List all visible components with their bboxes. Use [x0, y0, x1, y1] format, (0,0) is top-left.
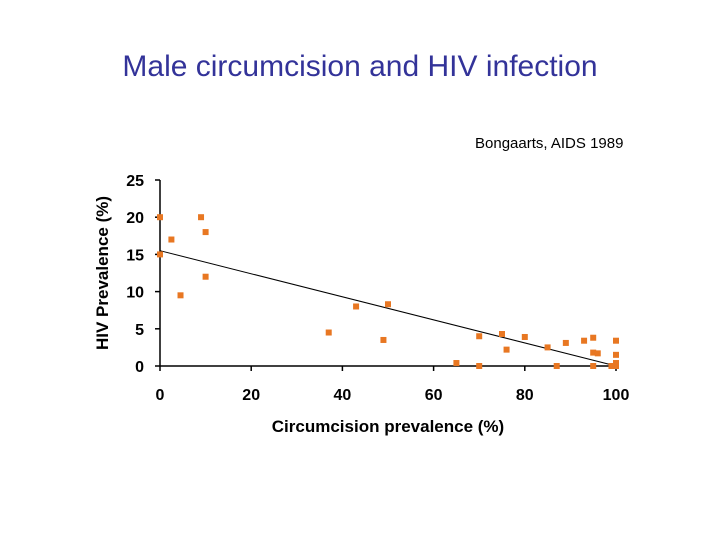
data-point	[157, 214, 163, 221]
data-point	[353, 303, 360, 310]
data-point	[590, 349, 597, 356]
data-point	[198, 214, 205, 221]
trendline	[159, 250, 617, 367]
citation: Bongaarts, AIDS 1989	[475, 135, 624, 152]
x-tick-label: 20	[242, 387, 260, 404]
data-point	[168, 236, 175, 243]
y-axis-label: HIV Prevalence (%)	[93, 196, 112, 350]
data-point	[177, 292, 184, 299]
data-point	[521, 333, 528, 340]
x-ticks: 0 20 40 60 80 100	[156, 366, 630, 404]
chart-axes	[159, 180, 616, 367]
x-axis-label: Circumcision prevalence (%)	[272, 417, 504, 436]
x-tick-label: 0	[156, 387, 165, 404]
x-tick-label: 80	[516, 387, 534, 404]
data-point	[590, 334, 597, 341]
x-tick-label: 40	[334, 387, 352, 404]
x-tick-label: 60	[425, 387, 443, 404]
data-point	[613, 351, 619, 358]
y-tick-label: 25	[126, 173, 144, 190]
data-point	[544, 344, 551, 351]
data-point	[613, 363, 619, 369]
data-point	[590, 363, 597, 369]
data-point	[380, 336, 387, 343]
x-tick-label: 100	[603, 387, 630, 404]
y-tick-label: 5	[135, 322, 144, 339]
data-point	[476, 363, 483, 369]
data-point	[476, 333, 483, 340]
y-tick-label: 0	[135, 359, 144, 376]
data-point	[385, 301, 391, 308]
data-point	[613, 337, 619, 344]
data-point	[608, 363, 615, 369]
data-point	[157, 251, 163, 258]
data-point	[503, 346, 510, 353]
data-point	[453, 360, 460, 367]
y-tick-label: 20	[126, 210, 144, 227]
data-point	[553, 363, 560, 369]
data-points	[157, 214, 619, 369]
data-point	[202, 273, 209, 280]
data-point	[562, 339, 569, 346]
y-tick-label: 15	[126, 247, 144, 264]
data-point	[499, 331, 505, 338]
slide-title: Male circumcision and HIV infection	[122, 50, 598, 83]
y-tick-label: 10	[126, 285, 144, 302]
data-point	[202, 229, 209, 236]
data-point	[325, 329, 332, 336]
y-ticks: 0 5 10 15 20 25	[126, 173, 160, 376]
data-point	[594, 350, 601, 357]
data-point	[581, 337, 588, 344]
